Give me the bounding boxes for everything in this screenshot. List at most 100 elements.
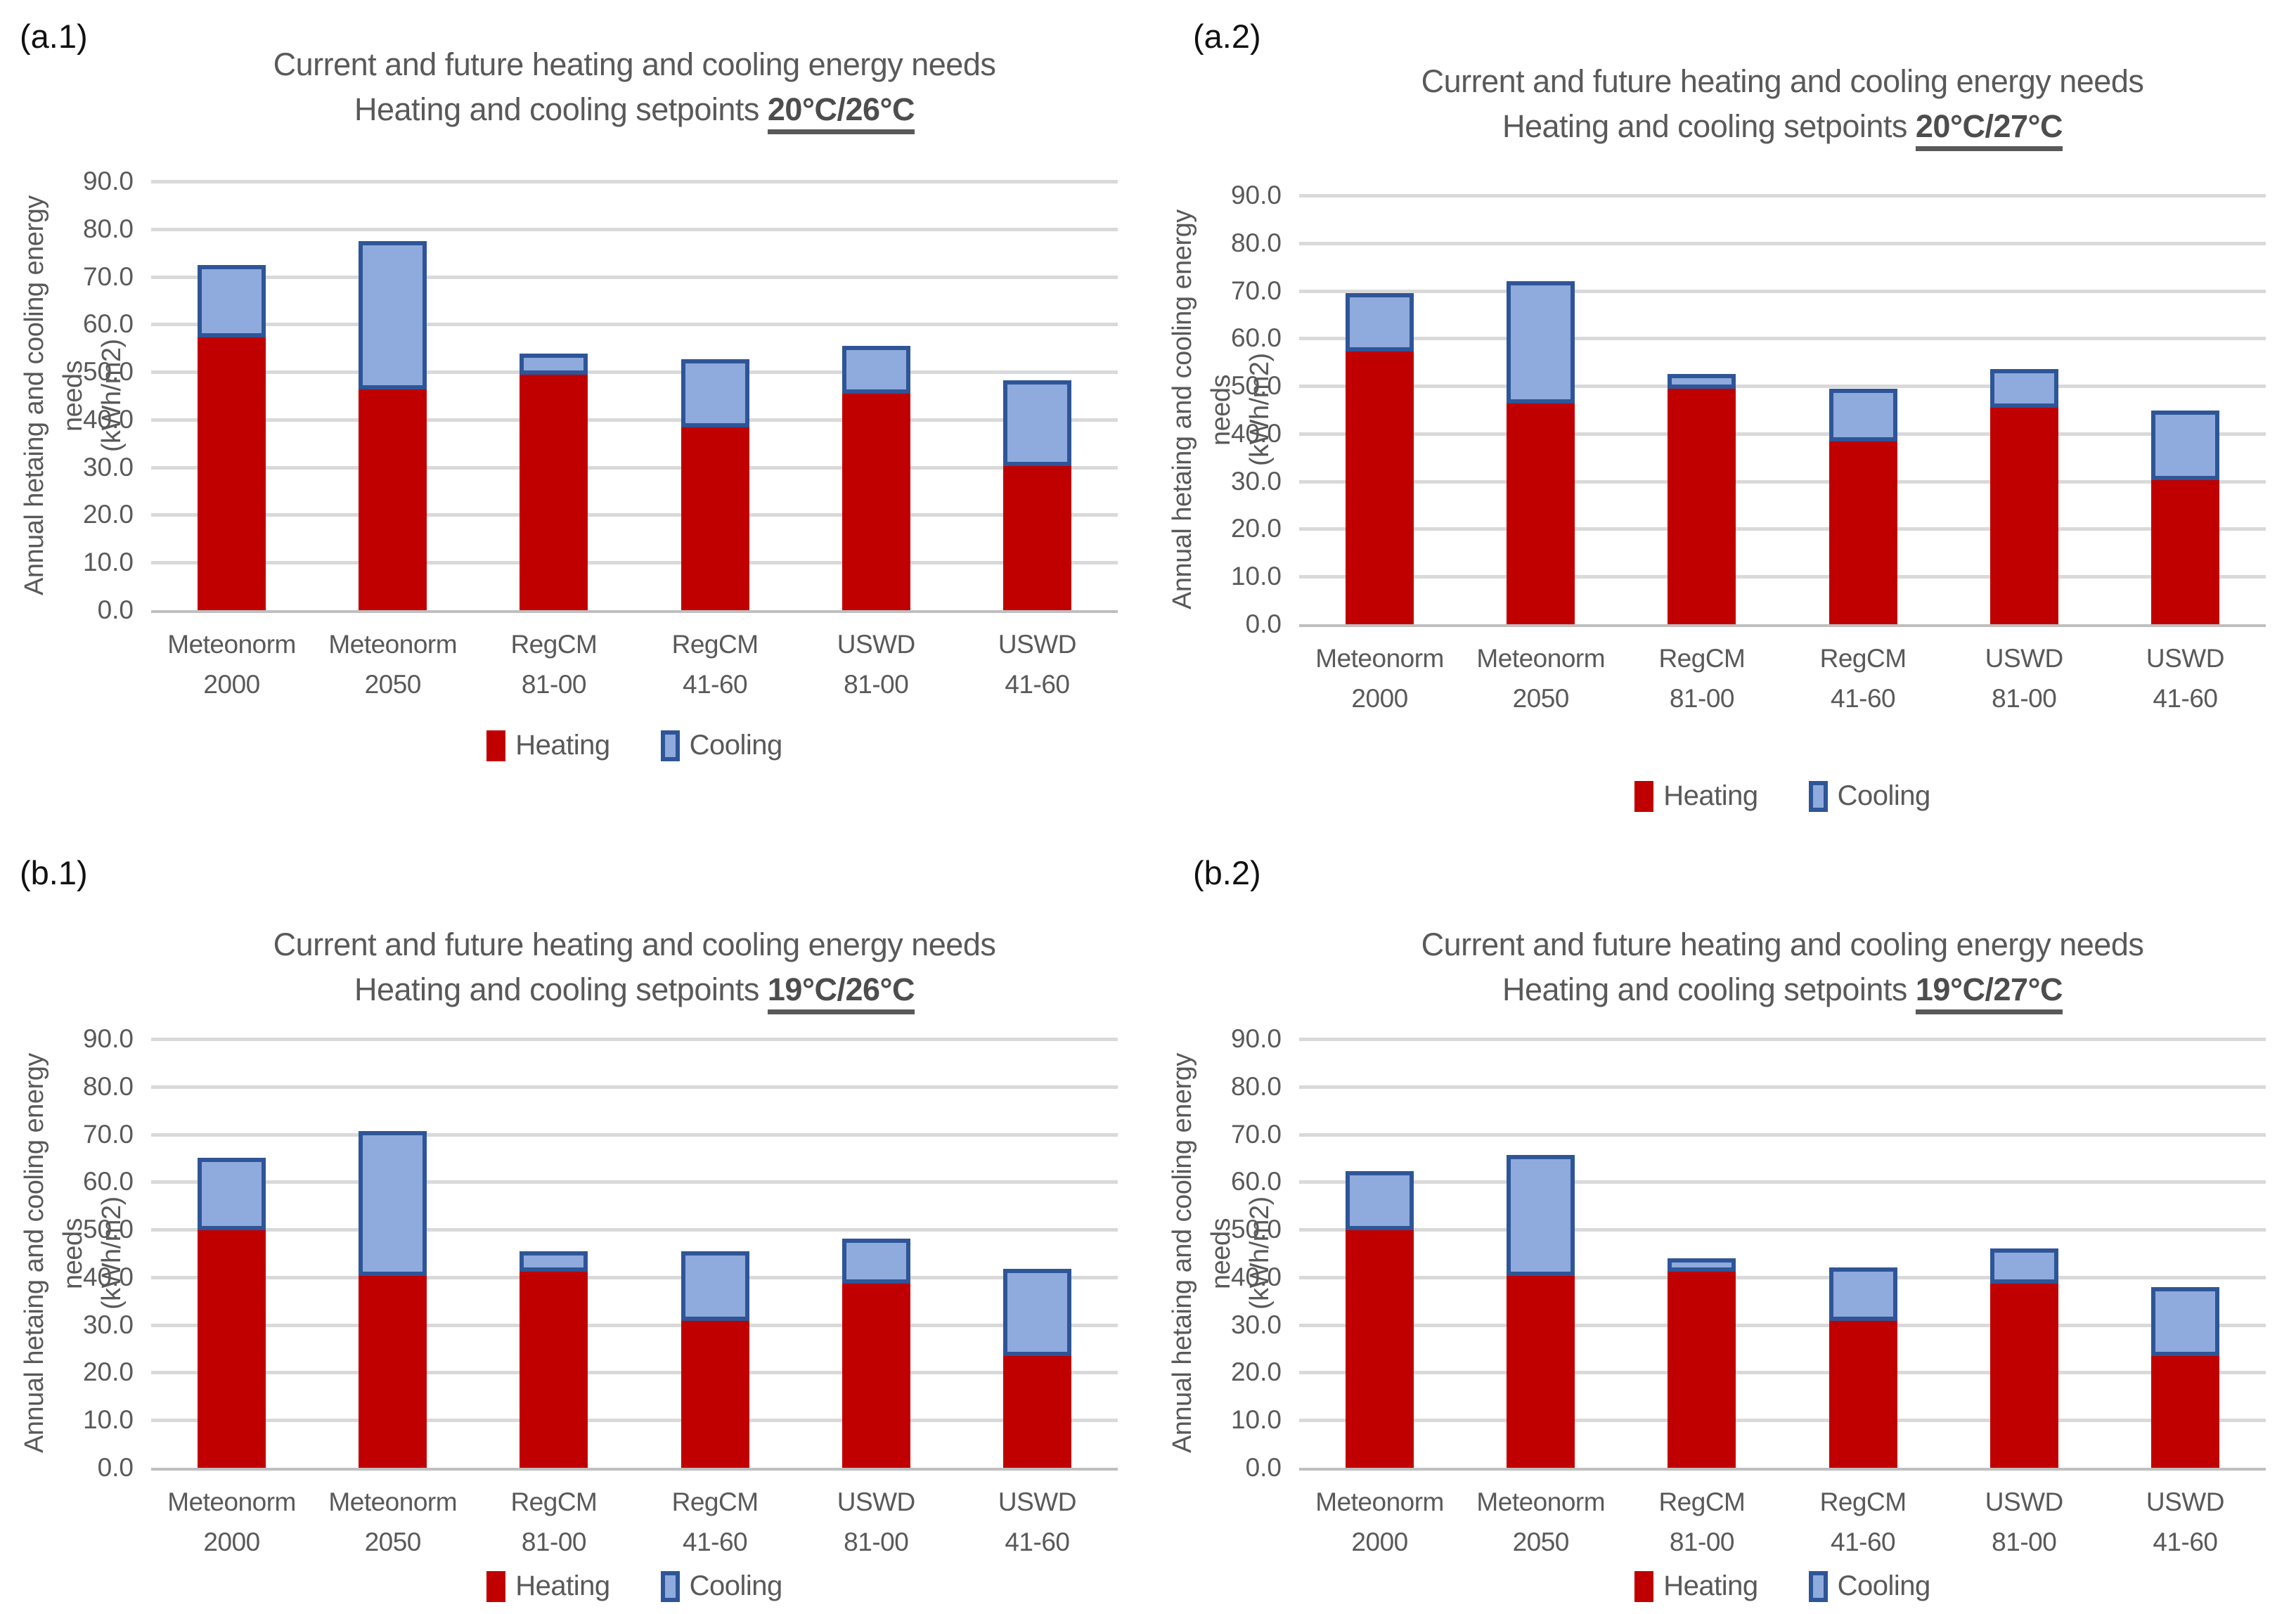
heating-segment — [1002, 466, 1071, 610]
bar-slot — [1783, 1039, 1944, 1468]
grid-line — [151, 1228, 1118, 1232]
y-tick-label: 10.0 — [1230, 562, 1282, 591]
heating-legend-label: Heating — [515, 730, 610, 761]
grid-line — [1299, 1038, 2266, 1041]
legend-item-cooling: Cooling — [660, 730, 783, 761]
heating-segment — [1507, 1275, 1575, 1468]
grid-line — [1299, 1132, 2266, 1137]
setpoints-value: 19°C/26°C — [767, 971, 915, 1014]
x-category-label: USWD 41-60 — [998, 1487, 1077, 1557]
cooling-segment — [359, 1130, 427, 1276]
chart-panel-a2: (a.2) Current and future heating and coo… — [1148, 0, 2296, 812]
y-tick-label: 10.0 — [82, 1405, 134, 1435]
cooling-segment — [1829, 1267, 1897, 1322]
grid-line — [1299, 1228, 2266, 1232]
y-tick-label: 50.0 — [82, 1215, 134, 1244]
heating-segment — [1989, 408, 2058, 624]
bar-slot — [473, 1039, 634, 1468]
grid-line — [151, 323, 1118, 327]
cooling-segment — [1829, 389, 1897, 441]
y-tick-label: 60.0 — [82, 1167, 134, 1196]
chart-title-line2: Heating and cooling setpoints 20°C/27°C — [1299, 104, 2266, 151]
chart-title-line2: Heating and cooling setpoints 19°C/27°C — [1299, 967, 2266, 1014]
cooling-segment — [1668, 373, 1736, 389]
cooling-segment — [1507, 281, 1575, 404]
heating-segment — [2150, 480, 2219, 624]
legend-item-heating: Heating — [1634, 1570, 1758, 1602]
bar-slot — [1944, 1039, 2105, 1468]
heating-segment — [681, 1321, 749, 1468]
bar-slot — [1621, 195, 1782, 624]
y-tick-label: 60.0 — [1230, 1167, 1282, 1196]
y-tick-label: 40.0 — [1230, 1262, 1282, 1291]
chart-title: Current and future heating and cooling e… — [151, 922, 1118, 1014]
panel-label-b2: (b.2) — [1193, 854, 1261, 891]
legend: Heating Cooling — [1299, 780, 2266, 812]
y-tick-label: 70.0 — [1230, 1119, 1282, 1149]
y-axis-label-line1: Annual hetaing and cooling energy needs — [20, 1053, 89, 1454]
grid-line — [151, 1371, 1118, 1375]
stacked-bar-Meteonorm 2050 — [1507, 1154, 1575, 1468]
cooling-segment — [1989, 368, 2058, 408]
bar-slot — [1621, 1039, 1782, 1468]
cooling-segment — [681, 1251, 749, 1322]
x-category-label: RegCM 41-60 — [671, 630, 759, 699]
y-axis-label-line2: (kWh/m2) — [1245, 353, 1275, 467]
cooling-segment — [198, 1158, 266, 1231]
bar-slot — [796, 181, 957, 610]
heating-segment — [1989, 1283, 2058, 1468]
panel-label-a2: (a.2) — [1193, 18, 1261, 55]
y-tick-label: 30.0 — [82, 1310, 134, 1339]
plot-area: 90.0 80.0 70.0 60.0 50.0 40.0 30.0 20.0 10.0 0.0 — [1231, 1024, 2266, 1482]
setpoints-prefix: Heating and cooling setpoints — [354, 91, 768, 127]
x-category-label: Meteonorm 2050 — [1476, 1487, 1606, 1557]
bar-slot — [1460, 195, 1621, 624]
grid-line — [151, 227, 1118, 231]
chart-title-line1: Current and future heating and cooling e… — [1421, 63, 2144, 99]
y-tick-label: 70.0 — [82, 262, 134, 291]
cooling-segment — [1346, 292, 1414, 352]
y-axis-label: Annual hetaing and cooling energy needs … — [15, 1039, 127, 1468]
stacked-bar-USWD 81-00 — [841, 345, 910, 610]
legend-item-cooling: Cooling — [1808, 780, 1930, 812]
grid-line — [1299, 1275, 2266, 1279]
bar-slot — [1783, 195, 1944, 624]
grid-line — [151, 1085, 1118, 1089]
plot-area: 90.0 80.0 70.0 60.0 50.0 40.0 30.0 20.0 10.0 0.0 — [83, 1024, 1118, 1482]
grid-line — [151, 1323, 1118, 1327]
heating-swatch-icon — [1634, 780, 1654, 812]
heating-swatch-icon — [486, 730, 506, 761]
bar-slot — [2105, 1039, 2266, 1468]
grid-line — [1299, 385, 2266, 389]
setpoints-prefix: Heating and cooling setpoints — [1502, 971, 1916, 1007]
legend-item-heating: Heating — [486, 1570, 610, 1602]
legend-item-cooling: Cooling — [1808, 1570, 1930, 1602]
stacked-bar-USWD 41-60 — [2150, 411, 2219, 624]
setpoints-value: 19°C/27°C — [1915, 971, 2063, 1014]
y-tick-label: 30.0 — [1230, 466, 1282, 496]
x-category-label: USWD 41-60 — [2146, 1487, 2225, 1557]
legend: Heating Cooling — [151, 730, 1118, 761]
stacked-bar-Meteonorm 2000 — [1346, 292, 1414, 624]
grid-line — [151, 465, 1118, 470]
x-category-label: RegCM 41-60 — [1819, 1487, 1907, 1557]
x-axis-labels: Meteonorm 2000 Meteonorm 2050 RegCM 81-00 RegC… — [151, 624, 1118, 705]
x-category-label: RegCM 41-60 — [1819, 644, 1907, 714]
panel-label-a1: (a.1) — [20, 18, 88, 55]
stacked-bar-USWD 41-60 — [2150, 1287, 2219, 1468]
heating-legend-label: Heating — [1663, 1570, 1758, 1601]
bar-slot — [151, 1039, 312, 1468]
cooling-segment — [520, 1251, 588, 1272]
stacked-bar-RegCM 81-00 — [1668, 1258, 1736, 1468]
y-tick-label: 50.0 — [1230, 1215, 1282, 1244]
stacked-bar-RegCM 81-00 — [520, 354, 588, 610]
heating-segment — [520, 375, 588, 610]
heating-legend-label: Heating — [515, 1570, 610, 1601]
bar-slot — [2105, 195, 2266, 624]
y-tick-label: 20.0 — [82, 500, 134, 529]
grid-line — [1299, 337, 2266, 341]
x-axis-labels: Meteonorm 2000 Meteonorm 2050 RegCM 81-00 RegC… — [1299, 638, 2266, 719]
x-axis-labels: Meteonorm 2000 Meteonorm 2050 RegCM 81-00 RegC… — [151, 1482, 1118, 1563]
setpoints-prefix: Heating and cooling setpoints — [354, 971, 768, 1007]
cooling-legend-label: Cooling — [689, 730, 783, 761]
